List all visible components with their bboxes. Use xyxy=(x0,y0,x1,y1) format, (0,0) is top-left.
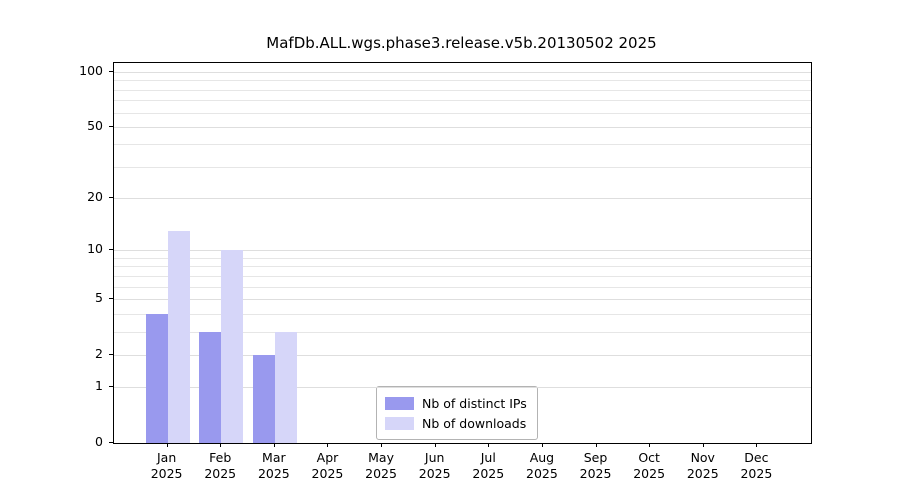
gridline-minor xyxy=(114,331,811,333)
gridline-minor xyxy=(114,166,811,168)
legend-label-distinct-ips: Nb of distinct IPs xyxy=(422,395,527,411)
gridline-minor xyxy=(114,144,811,146)
x-tick-label: Nov 2025 xyxy=(686,450,719,481)
y-tick-mark xyxy=(109,249,113,251)
y-tick-mark xyxy=(109,125,113,127)
y-tick-mark xyxy=(109,71,113,72)
x-tick-label: Mar 2025 xyxy=(257,450,290,481)
x-tick-label: Jun 2025 xyxy=(418,450,451,481)
x-tick-mark xyxy=(166,443,168,447)
y-tick-label: 5 xyxy=(95,289,103,305)
chart-plot-area: Nb of distinct IPs Nb of downloads xyxy=(113,62,812,444)
bar-downloads xyxy=(274,331,297,443)
x-tick-mark xyxy=(381,443,383,447)
gridline-major xyxy=(114,250,811,252)
y-tick-mark xyxy=(109,197,113,199)
x-tick-mark xyxy=(649,443,651,447)
y-tick-mark xyxy=(109,353,113,355)
x-tick-label: Oct 2025 xyxy=(633,450,666,481)
gridline-major xyxy=(114,354,811,356)
bar-distinct-ips xyxy=(145,313,168,443)
y-tick-mark xyxy=(109,442,113,443)
gridline-minor xyxy=(114,89,811,91)
legend-label-downloads: Nb of downloads xyxy=(422,415,527,431)
bar-distinct-ips xyxy=(199,331,222,443)
x-tick-label: Jul 2025 xyxy=(472,450,505,481)
x-tick-label: Jan 2025 xyxy=(150,450,183,481)
x-tick-label: Sep 2025 xyxy=(579,450,612,481)
x-tick-label: May 2025 xyxy=(365,450,397,481)
y-tick-mark xyxy=(109,386,113,388)
gridline-minor xyxy=(114,100,811,102)
gridline-major xyxy=(114,387,811,389)
legend: Nb of distinct IPs Nb of downloads xyxy=(376,386,538,440)
gridline-minor xyxy=(114,286,811,288)
x-tick-mark xyxy=(702,443,704,447)
x-tick-mark xyxy=(488,443,490,447)
legend-swatch-downloads xyxy=(385,416,414,430)
x-tick-mark xyxy=(756,443,758,447)
x-tick-mark xyxy=(273,443,275,447)
x-tick-mark xyxy=(327,443,329,447)
legend-item-downloads: Nb of downloads xyxy=(385,413,527,433)
y-tick-label: 2 xyxy=(95,345,103,361)
gridline-major xyxy=(114,198,811,200)
gridline-major xyxy=(114,126,811,128)
gridline-minor xyxy=(114,112,811,114)
bar-downloads xyxy=(167,230,190,443)
gridline-minor xyxy=(114,257,811,259)
gridline-major xyxy=(114,298,811,300)
y-tick-label: 20 xyxy=(87,189,103,205)
x-tick-label: Feb 2025 xyxy=(204,450,237,481)
gridline-minor xyxy=(114,313,811,315)
x-tick-mark xyxy=(434,443,436,447)
y-tick-label: 50 xyxy=(87,117,103,133)
legend-swatch-distinct-ips xyxy=(385,396,414,410)
chart-title: MafDb.ALL.wgs.phase3.release.v5b.2013050… xyxy=(266,34,657,52)
y-tick-label: 100 xyxy=(79,63,103,78)
x-tick-mark xyxy=(220,443,222,447)
bar-distinct-ips xyxy=(252,354,275,443)
x-tick-label: Aug 2025 xyxy=(526,450,558,481)
legend-item-distinct-ips: Nb of distinct IPs xyxy=(385,393,527,413)
y-tick-mark xyxy=(109,297,113,299)
gridline-minor xyxy=(114,80,811,82)
x-tick-mark xyxy=(541,443,543,447)
x-tick-label: Apr 2025 xyxy=(311,450,344,481)
gridline-minor xyxy=(114,275,811,277)
bar-downloads xyxy=(221,250,244,443)
x-tick-label: Dec 2025 xyxy=(740,450,773,481)
y-tick-label: 1 xyxy=(95,378,103,394)
x-tick-mark xyxy=(595,443,597,447)
y-tick-label: 10 xyxy=(87,241,103,257)
gridline-major xyxy=(114,72,811,73)
gridline-minor xyxy=(114,266,811,268)
y-tick-label: 0 xyxy=(95,434,103,449)
